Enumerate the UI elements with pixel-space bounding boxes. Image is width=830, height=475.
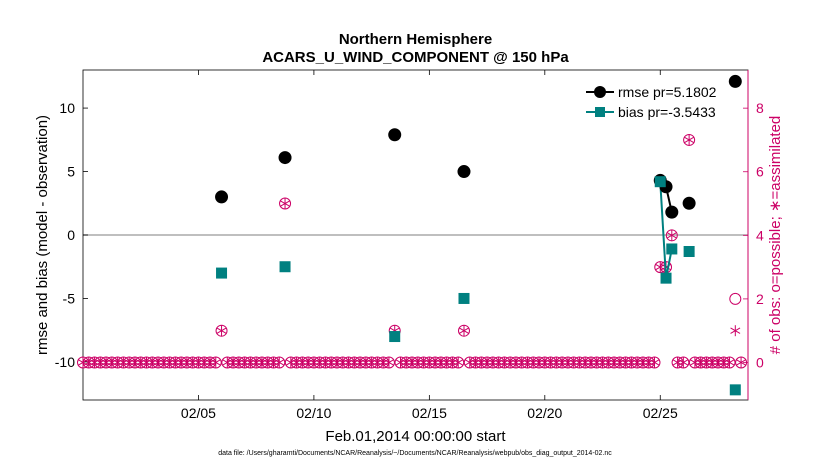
bias-point (279, 261, 291, 273)
chart-title: Northern Hemisphere (339, 31, 492, 48)
rmse-point (215, 190, 229, 204)
y2-tick-label: 2 (756, 291, 764, 307)
obs-assimilated-marker (666, 229, 677, 241)
y2-tick-label: 4 (756, 227, 764, 243)
obs-assimilated-marker (730, 325, 741, 337)
obs-assimilated-zero-marker (724, 356, 735, 368)
legend-rmse-marker (594, 86, 606, 98)
obs-assimilated-zero-marker (274, 356, 285, 368)
rmse-point (682, 196, 696, 210)
bias-point (683, 246, 695, 257)
rmse-point (388, 128, 402, 142)
x-tick-label: 02/20 (527, 405, 562, 421)
y-axis-label: rmse and bias (model - observation) (34, 115, 51, 355)
chart-subtitle: ACARS_U_WIND_COMPONENT @ 150 hPa (262, 49, 569, 66)
obs-possible-marker (729, 292, 742, 305)
obs-assimilated-marker (684, 134, 695, 146)
legend-bias-label: bias pr=-3.5433 (618, 104, 716, 120)
rmse-point (457, 165, 471, 179)
bias-point (729, 384, 741, 396)
y-tick-label: 5 (67, 164, 75, 180)
y-tick-label: -5 (63, 290, 76, 306)
bias-point (666, 243, 678, 255)
obs-assimilated-marker (458, 325, 470, 337)
legend-bias-marker (595, 107, 605, 117)
bias-point (654, 176, 666, 188)
obs-assimilated-zero-marker (453, 356, 464, 368)
rmse-point (665, 205, 679, 219)
y2-tick-label: 8 (756, 100, 764, 116)
obs-assimilated-zero-marker (649, 356, 660, 368)
bias-point (660, 272, 672, 284)
obs-assimilated-zero-marker (210, 356, 221, 368)
x-tick-label: 02/05 (181, 405, 216, 421)
x-tick-label: 02/25 (643, 405, 678, 421)
y-tick-label: -10 (55, 354, 75, 370)
y-tick-label: 10 (59, 100, 75, 116)
bias-point (458, 292, 470, 304)
data-file-footnote: data file: /Users/gharamti/Documents/NCA… (218, 450, 612, 457)
y2-axis-label: # of obs: o=possible; ∗=assimilated (767, 116, 784, 355)
obs-assimilated-marker (280, 198, 291, 210)
bias-point (216, 267, 228, 279)
x-tick-label: 02/10 (296, 405, 331, 421)
obs-assimilated-zero-marker (678, 356, 689, 368)
obs-assimilated-marker (216, 325, 227, 337)
legend-rmse-label: rmse pr=5.1802 (618, 84, 717, 100)
obs-assimilated-zero-marker (736, 356, 747, 368)
obs-assimilated-zero-marker (383, 356, 394, 368)
y2-tick-label: 0 (756, 354, 764, 370)
y-tick-label: 0 (67, 227, 75, 243)
bias-point (389, 331, 401, 343)
x-tick-label: 02/15 (412, 405, 447, 421)
x-axis-label: Feb.01,2014 00:00:00 start (325, 428, 506, 445)
rmse-point (728, 74, 742, 88)
rmse-point (278, 151, 292, 165)
y2-tick-label: 6 (756, 164, 764, 180)
